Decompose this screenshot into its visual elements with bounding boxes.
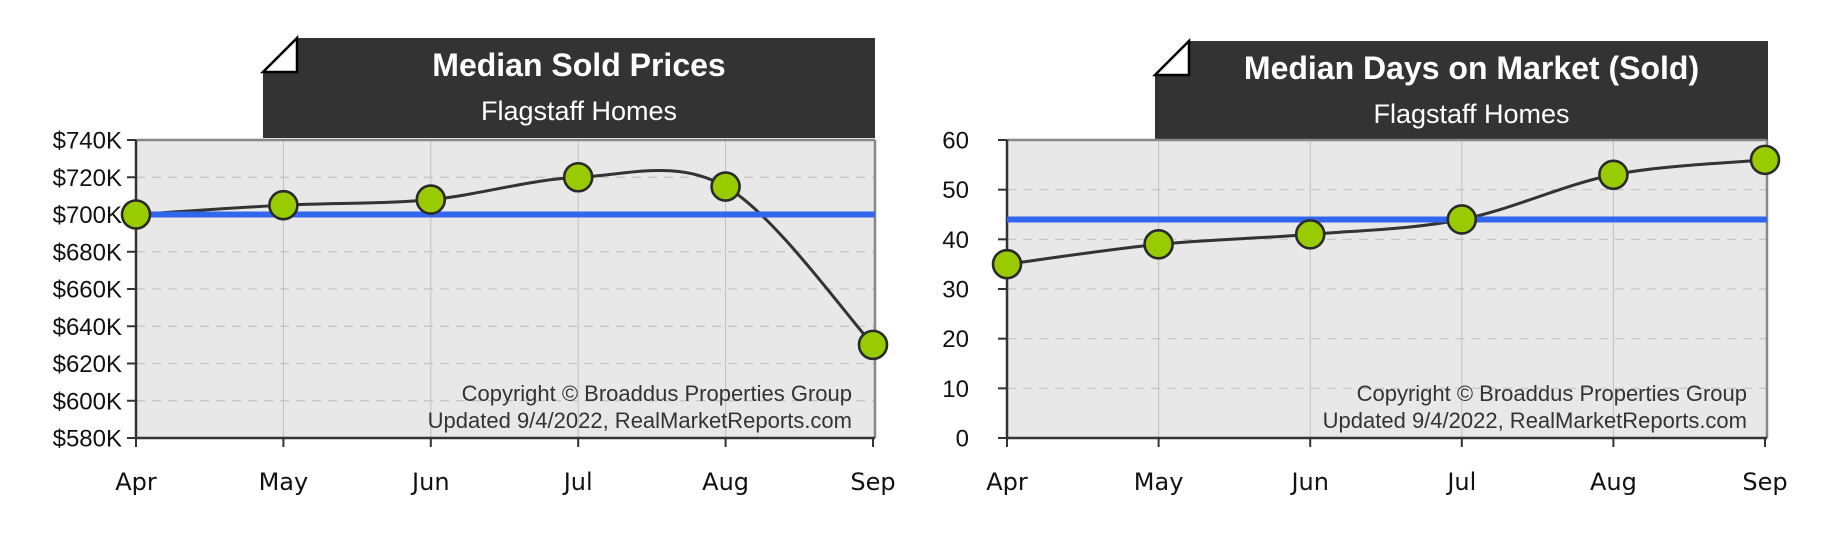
x-tick-label: May bbox=[1134, 468, 1184, 496]
copyright-text: Copyright © Broaddus Properties Group bbox=[1357, 381, 1747, 406]
data-point-marker bbox=[1598, 159, 1629, 191]
chart-svg: Median Sold Prices Flagstaff Homes $580K… bbox=[53, 34, 896, 496]
x-tick-label: Sep bbox=[850, 468, 895, 496]
updated-text: Updated 9/4/2022, RealMarketReports.com bbox=[1323, 408, 1747, 433]
title-banner-bg bbox=[1155, 41, 1768, 140]
x-tick-label: Jun bbox=[410, 468, 450, 496]
y-tick-label: $600K bbox=[53, 388, 122, 415]
page-fold-icon bbox=[259, 34, 299, 74]
y-tick-label: 0 bbox=[956, 426, 969, 453]
y-tick-label: 30 bbox=[942, 277, 969, 304]
x-tick-label: Apr bbox=[115, 468, 157, 496]
y-tick-label: 10 bbox=[942, 376, 969, 403]
series-layer bbox=[991, 144, 1781, 280]
updated-text: Updated 9/4/2022, RealMarketReports.com bbox=[428, 408, 852, 433]
y-tick-label: $740K bbox=[53, 128, 122, 155]
chart-subtitle: Flagstaff Homes bbox=[1373, 99, 1569, 129]
x-tick-label: Aug bbox=[702, 468, 749, 496]
y-tick-label: $700K bbox=[53, 202, 122, 229]
title-banner-bg bbox=[263, 38, 875, 138]
y-tick-label: $680K bbox=[53, 239, 122, 266]
copyright-text: Copyright © Broaddus Properties Group bbox=[462, 381, 852, 406]
y-tick-label: 50 bbox=[942, 177, 969, 204]
x-axis: Apr May Jun Jul Aug Sep bbox=[115, 436, 896, 496]
chart-subtitle: Flagstaff Homes bbox=[481, 96, 677, 126]
data-line bbox=[1006, 158, 1766, 266]
data-point-marker bbox=[857, 329, 889, 361]
y-axis: $580K $600K $620K $640K $660K $680K $700K $720K… bbox=[53, 128, 138, 453]
y-tick-label: $620K bbox=[53, 351, 122, 378]
data-point-marker bbox=[1143, 229, 1174, 260]
y-tick-label: 20 bbox=[942, 326, 969, 353]
title-banner: Median Sold Prices Flagstaff Homes bbox=[259, 34, 875, 138]
x-tick-label: Aug bbox=[1590, 468, 1637, 496]
y-tick-label: 60 bbox=[942, 128, 969, 155]
data-point-marker bbox=[562, 161, 594, 193]
chart-title: Median Days on Market (Sold) bbox=[1244, 50, 1699, 86]
data-point-marker bbox=[710, 171, 741, 202]
x-tick-label: Sep bbox=[1742, 468, 1787, 496]
data-point-marker bbox=[268, 189, 299, 221]
x-tick-label: May bbox=[259, 468, 309, 496]
data-point-marker bbox=[1749, 144, 1781, 176]
y-tick-label: $640K bbox=[53, 314, 122, 341]
x-tick-label: Jun bbox=[1289, 468, 1329, 496]
y-tick-label: $580K bbox=[53, 426, 122, 453]
data-point-marker bbox=[1446, 204, 1478, 235]
title-banner: Median Days on Market (Sold) Flagstaff H… bbox=[1151, 37, 1768, 140]
data-point-marker bbox=[120, 199, 152, 230]
x-axis: Apr May Jun Jul Aug Sep bbox=[986, 436, 1788, 496]
y-tick-label: $660K bbox=[53, 277, 122, 304]
x-tick-label: Jul bbox=[1445, 468, 1476, 496]
y-axis: 0 10 20 30 40 50 60 bbox=[942, 128, 1009, 453]
chart-title: Median Sold Prices bbox=[432, 47, 725, 83]
data-point-marker bbox=[991, 248, 1023, 280]
y-tick-label: $720K bbox=[53, 165, 122, 192]
plot-area bbox=[1007, 140, 1767, 438]
median-sold-prices-chart: Median Sold Prices Flagstaff Homes $580K… bbox=[0, 0, 910, 546]
x-tick-label: Jul bbox=[562, 468, 593, 496]
y-tick-label: 40 bbox=[942, 227, 969, 254]
data-point-marker bbox=[415, 184, 447, 215]
data-point-marker bbox=[1294, 219, 1326, 250]
x-tick-label: Apr bbox=[986, 468, 1028, 496]
copyright-note: Copyright © Broaddus Properties Group Up… bbox=[428, 381, 852, 433]
series-layer bbox=[120, 161, 889, 361]
page-fold-icon bbox=[1151, 37, 1191, 77]
copyright-note: Copyright © Broaddus Properties Group Up… bbox=[1323, 381, 1747, 433]
